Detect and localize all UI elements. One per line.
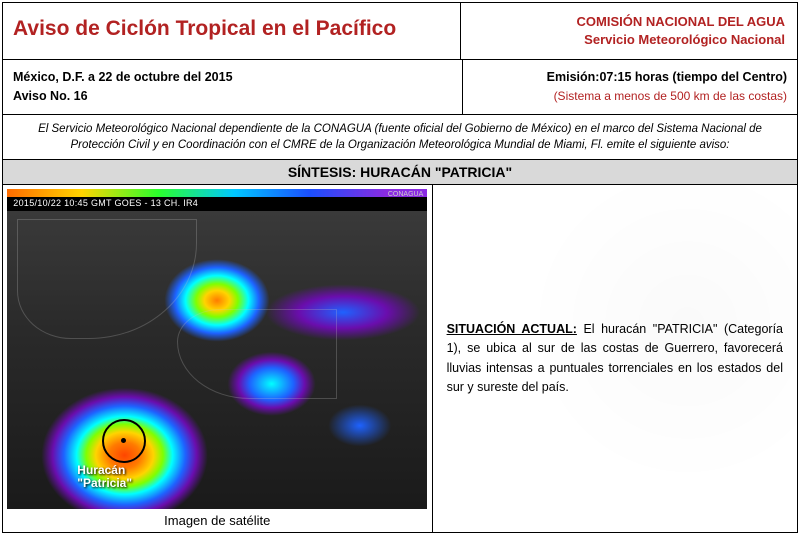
satellite-image: 2015/10/22 10:45 GMT GOES - 13 CH. IR4 C… [7, 189, 427, 509]
meta-right: Emisión:07:15 horas (tiempo del Centro) … [463, 60, 797, 114]
meta-row: México, D.F. a 22 de octubre del 2015 Av… [3, 60, 797, 115]
location-date: México, D.F. a 22 de octubre del 2015 [13, 68, 452, 87]
emission-label: Emisión: [547, 70, 600, 84]
intro-text: El Servicio Meteorológico Nacional depen… [3, 115, 797, 159]
meta-left: México, D.F. a 22 de octubre del 2015 Av… [3, 60, 463, 114]
agency-line2: Servicio Meteorológico Nacional [473, 31, 785, 49]
satellite-timestamp: 2015/10/22 10:45 GMT GOES - 13 CH. IR4 [13, 198, 198, 208]
satellite-caption: Imagen de satélite [164, 513, 270, 528]
storm-label: Huracán "Patricia" [77, 464, 132, 490]
distance-warning: (Sistema a menos de 500 km de las costas… [473, 87, 787, 105]
advisory-number: Aviso No. 16 [13, 87, 452, 106]
situation-label: SITUACIÓN ACTUAL: [447, 322, 577, 336]
header-row: Aviso de Ciclón Tropical en el Pacífico … [3, 3, 797, 60]
emission-line: Emisión:07:15 horas (tiempo del Centro) [473, 68, 787, 87]
advisory-title: Aviso de Ciclón Tropical en el Pacífico [3, 3, 461, 59]
agency-line1: COMISIÓN NACIONAL DEL AGUA [473, 13, 785, 31]
storm-name-line2: "Patricia" [77, 477, 132, 490]
content-row: 2015/10/22 10:45 GMT GOES - 13 CH. IR4 C… [3, 185, 797, 532]
satellite-brand: CONAGUA [388, 191, 423, 198]
intro-row: El Servicio Meteorológico Nacional depen… [3, 115, 797, 160]
emission-value: 07:15 horas (tiempo del Centro) [599, 70, 787, 84]
advisory-document: Aviso de Ciclón Tropical en el Pacífico … [2, 2, 798, 533]
synthesis-bar: SÍNTESIS: HURACÁN "PATRICIA" [3, 160, 797, 185]
satellite-cell: 2015/10/22 10:45 GMT GOES - 13 CH. IR4 C… [3, 185, 433, 532]
situation-text: SITUACIÓN ACTUAL: El huracán "PATRICIA" … [447, 320, 783, 398]
situation-cell: SITUACIÓN ACTUAL: El huracán "PATRICIA" … [433, 185, 797, 532]
agency-block: COMISIÓN NACIONAL DEL AGUA Servicio Mete… [461, 3, 797, 59]
